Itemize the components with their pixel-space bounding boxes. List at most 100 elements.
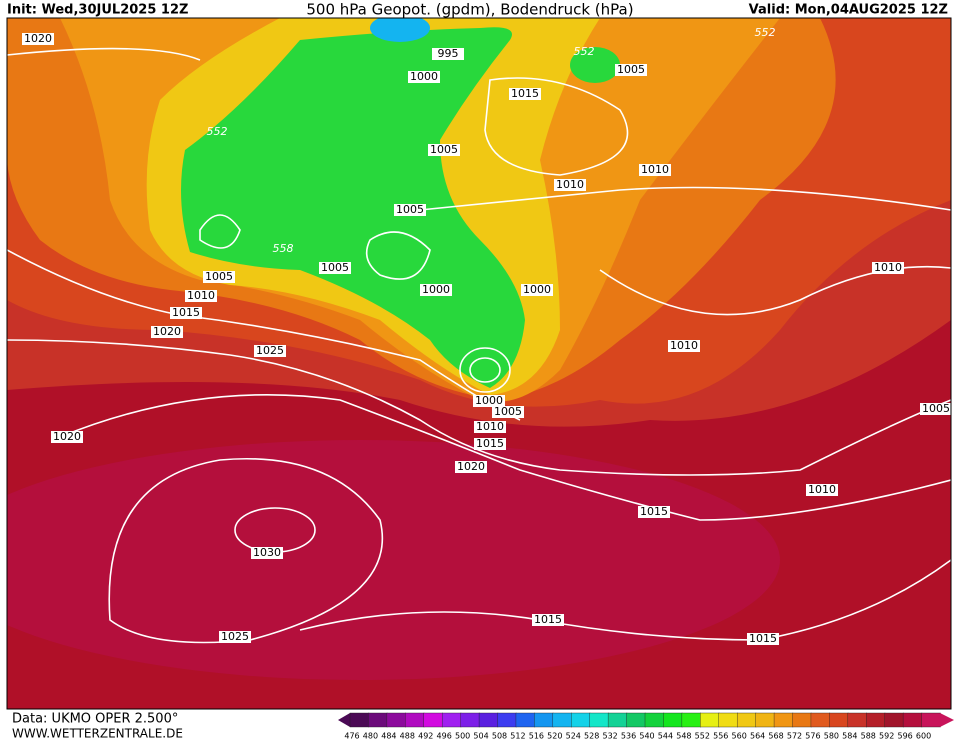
colorbar-swatch <box>902 712 923 728</box>
isobar-label: 1010 <box>874 261 902 274</box>
colorbar-label: 568 <box>768 732 783 741</box>
colorbar-swatch <box>736 712 757 728</box>
colorbar-swatch <box>534 712 554 728</box>
colorbar-arrow-left <box>338 713 350 727</box>
isobar-label-box <box>747 633 779 645</box>
colorbar-swatch <box>681 712 702 728</box>
isobar-label-box <box>22 33 54 45</box>
colorbar-label: 524 <box>566 732 581 741</box>
colorbar-label: 564 <box>750 732 765 741</box>
isobar-label-box <box>455 461 487 473</box>
colorbar-swatch <box>478 712 499 728</box>
isobar-label: 1005 <box>205 270 233 283</box>
low-core <box>370 18 430 42</box>
isobar-label: 1020 <box>53 430 81 443</box>
isobar-label: 552 <box>755 26 776 39</box>
isobar-label-box <box>319 262 351 274</box>
isobar-label: 1010 <box>670 339 698 352</box>
colorbar-label: 600 <box>916 732 931 741</box>
isobar-label: 1030 <box>253 546 281 559</box>
isobar-label: 1005 <box>396 203 424 216</box>
isobar-label-box <box>474 438 506 450</box>
isobar-label-box <box>251 547 283 559</box>
colorbar-swatch <box>441 712 462 728</box>
colorbar-label: 520 <box>547 732 562 741</box>
colorbar-label: 544 <box>658 732 673 741</box>
isobar-label-box <box>428 144 460 156</box>
map: 1020 995 552 1005 552 1000 1015 552 1005 1010 1010… <box>7 18 951 709</box>
colorbar-label: 512 <box>510 732 525 741</box>
isobar-label-box <box>668 340 700 352</box>
isobar-label: 1010 <box>187 289 215 302</box>
isobar-label-box <box>219 631 251 643</box>
isobar-label: 995 <box>438 47 459 60</box>
colorbar-label: 588 <box>861 732 876 741</box>
isobar-label: 1015 <box>476 437 504 450</box>
colorbar-swatch <box>718 712 738 728</box>
colorbar-swatch <box>866 712 886 728</box>
isobar-label-box <box>509 88 541 100</box>
isobar-label-box <box>639 164 671 176</box>
colorbar-swatch <box>607 712 628 728</box>
colorbar-label: 508 <box>492 732 507 741</box>
colorbar-swatch <box>792 712 812 728</box>
colorbar-swatch <box>884 712 904 728</box>
isobar-label: 1005 <box>494 405 522 418</box>
isobar-label-box <box>532 614 564 626</box>
colorbar-swatch <box>349 712 370 728</box>
isobar-label-box <box>51 431 83 443</box>
isobar-label: 1000 <box>422 283 450 296</box>
colorbar-swatch <box>571 712 591 728</box>
colorbar-swatch <box>847 712 867 728</box>
isobar-label-box <box>394 204 426 216</box>
colorbar-label: 548 <box>676 732 691 741</box>
isobar-label-box <box>554 179 586 191</box>
colorbar-swatch <box>423 712 443 728</box>
colorbar-label: 484 <box>381 732 396 741</box>
isobar-label-box <box>170 307 202 319</box>
isobar-label-box <box>521 284 553 296</box>
colorbar-swatch <box>663 712 683 728</box>
isobar-label-box <box>638 506 670 518</box>
colorbar: 476 480 484 488 492 496 500 504 508 512 516 520 524 5… <box>338 712 954 741</box>
trough <box>570 47 620 83</box>
isobar-label: 1025 <box>221 630 249 643</box>
isobar-label-box <box>615 64 647 76</box>
colorbar-label: 580 <box>824 732 839 741</box>
isobar-label: 1020 <box>24 32 52 45</box>
colorbar-swatch <box>700 712 720 728</box>
map-title: 500 hPa Geopot. (gpdm), Bodendruck (hPa) <box>306 1 633 19</box>
isobar-label-box <box>185 290 217 302</box>
colorbar-label: 540 <box>639 732 654 741</box>
isobar-label-box <box>806 484 838 496</box>
colorbar-swatch <box>386 712 407 728</box>
colorbar-label: 584 <box>842 732 857 741</box>
isobar-label: 1015 <box>749 632 777 645</box>
colorbar-swatch <box>515 712 536 728</box>
isobar-label: 1010 <box>808 483 836 496</box>
isobars <box>7 47 951 644</box>
isobar-label: 558 <box>273 242 294 255</box>
colorbar-label: 556 <box>713 732 728 741</box>
colorbar-label: 516 <box>529 732 544 741</box>
colorbar-label: 480 <box>363 732 378 741</box>
isobar-label-box <box>151 326 183 338</box>
colorbar-swatch <box>552 712 572 728</box>
isobar-label: 1005 <box>430 143 458 156</box>
isobar-label-box <box>474 421 506 433</box>
colorbar-swatch <box>460 712 480 728</box>
init-time: Init: Wed,30JUL2025 12Z <box>7 3 188 18</box>
isobar-label: 1010 <box>641 163 669 176</box>
isobar-label-box <box>920 403 951 415</box>
isobar-label: 1020 <box>457 460 485 473</box>
isobar-label: 1005 <box>617 63 645 76</box>
colorbar-arrow-right <box>940 713 954 727</box>
isobar-label: 552 <box>574 45 595 58</box>
colorbar-label: 492 <box>418 732 433 741</box>
data-source: Data: UKMO OPER 2.500° <box>12 712 178 727</box>
isobar-label-box <box>872 262 904 274</box>
colorbar-label: 496 <box>437 732 452 741</box>
isobar-label: 1005 <box>922 402 950 415</box>
colorbar-label: 596 <box>897 732 912 741</box>
high-pressure-area <box>7 440 780 680</box>
